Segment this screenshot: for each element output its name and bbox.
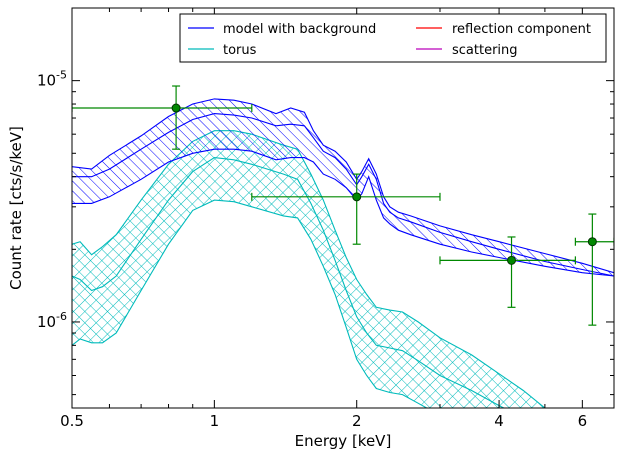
legend-entry-torus: torus	[188, 43, 257, 58]
data-point-1	[72, 85, 253, 150]
x-tick-label: 1	[210, 412, 220, 430]
data-point-marker	[352, 192, 362, 202]
y-axis-label: Count rate [cts/s/keV]	[7, 126, 25, 290]
model-with-background-upper-line	[72, 98, 614, 274]
data-point-marker	[171, 103, 181, 113]
model-with-background-lower-line	[72, 148, 614, 277]
series-layer	[72, 98, 614, 408]
x-tick-label: 0.5	[60, 412, 84, 430]
plot-frame	[71, 7, 615, 409]
data-point-3	[439, 236, 576, 308]
data-point-4	[574, 213, 614, 326]
model-with-background-band	[72, 98, 614, 277]
torus-lower-line	[72, 199, 428, 408]
x-tick-label: 4	[494, 412, 504, 430]
data-points-layer	[72, 85, 614, 326]
legend-entry-scattering: scattering	[416, 43, 518, 58]
legend-label-torus: torus	[223, 43, 257, 58]
legend-entry-reflection: reflection component	[416, 22, 591, 37]
torus-upper-line	[72, 130, 546, 408]
torus-band	[72, 130, 545, 408]
legend: model with background reflection compone…	[179, 13, 607, 63]
legend-label-scattering: scattering	[452, 43, 518, 58]
data-point-marker	[507, 255, 517, 265]
legend-box	[179, 13, 607, 63]
legend-label-model: model with background	[223, 22, 376, 37]
data-point-2	[251, 173, 441, 245]
x-tick-label: 2	[352, 412, 362, 430]
ticks-layer: 0.5 1 2 4 6 10-6 10-5	[37, 7, 615, 430]
torus-middle-line	[72, 157, 505, 408]
legend-label-reflection: reflection component	[452, 22, 591, 37]
data-point-marker	[587, 237, 597, 247]
y-tick-label: 10-6	[37, 310, 67, 331]
model-with-background-middle-line	[72, 113, 614, 277]
x-axis-label: Energy [keV]	[295, 432, 392, 450]
y-tick-label: 10-5	[37, 69, 67, 90]
x-tick-label: 6	[578, 412, 588, 430]
legend-entry-model: model with background	[188, 22, 376, 37]
